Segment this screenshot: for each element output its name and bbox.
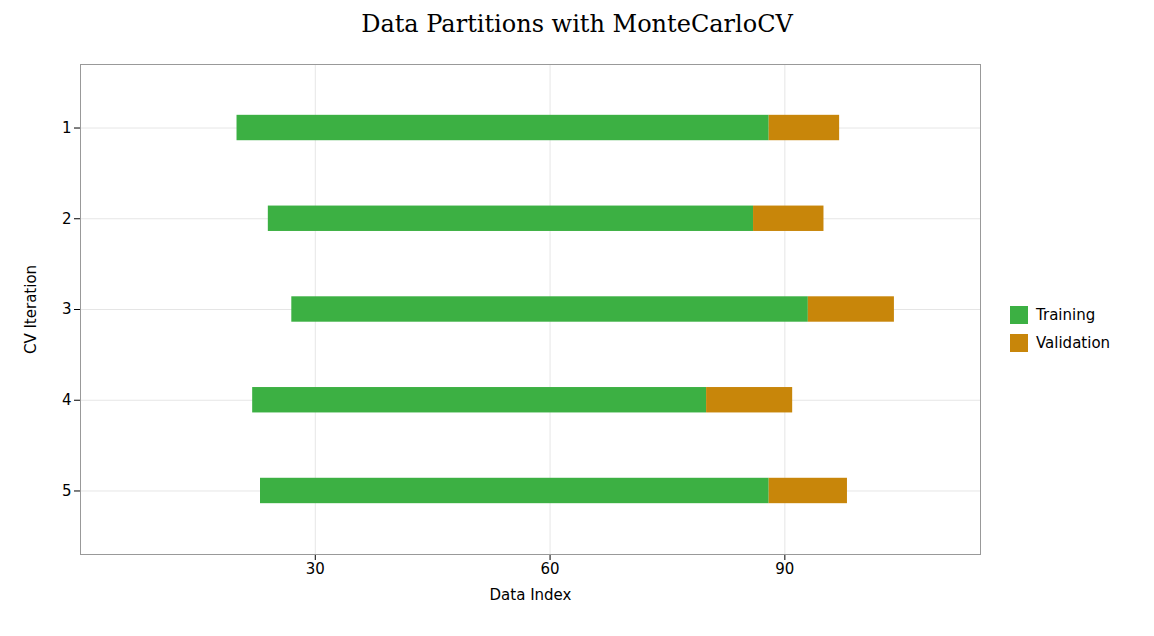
- html-text:Data Partitions with MonteCarl: Data Partitions with MonteCarloCV: [361, 10, 793, 38]
- svg-text:1: 1: [62, 119, 72, 137]
- svg-text:90: 90: [775, 560, 794, 578]
- svg-text:3: 3: [62, 300, 72, 318]
- html-text:Training: Training: [1036, 306, 1096, 324]
- svg-text:4: 4: [62, 391, 72, 409]
- svg-text:60: 60: [541, 560, 560, 578]
- svg-text:5: 5: [62, 482, 72, 500]
- svg-text:CV Iteration: CV Iteration: [22, 265, 40, 354]
- html-text:Validation: Validation: [1036, 334, 1111, 352]
- svg-text:Data Index: Data Index: [490, 586, 572, 604]
- svg-text:2: 2: [62, 210, 72, 228]
- svg-text:30: 30: [306, 560, 325, 578]
